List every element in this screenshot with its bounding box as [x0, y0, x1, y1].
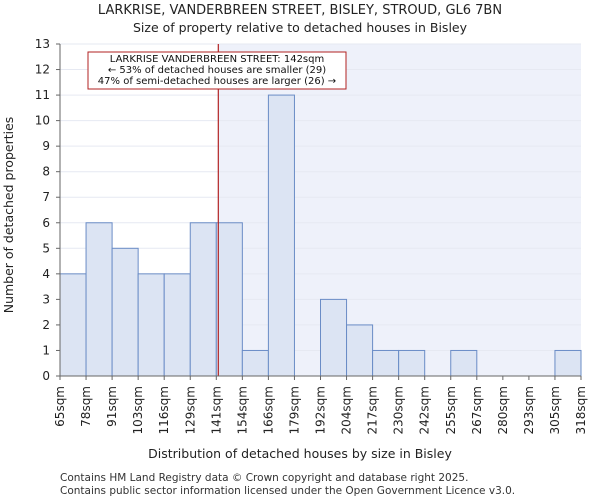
x-tick-label: 65sqm	[53, 386, 67, 427]
bar	[59, 273, 87, 377]
x-tick-label: 242sqm	[418, 386, 432, 434]
x-tick-label: 192sqm	[314, 386, 328, 434]
x-tick-label: 217sqm	[366, 386, 380, 434]
x-tick-label: 78sqm	[79, 386, 93, 427]
x-tick-label: 179sqm	[287, 386, 301, 434]
bar	[215, 222, 243, 377]
bar	[450, 349, 478, 377]
bar	[554, 349, 582, 377]
x-tick-label: 293sqm	[522, 386, 536, 434]
y-tick-label: 5	[42, 241, 50, 255]
y-tick-label: 0	[42, 369, 50, 383]
bar	[267, 94, 295, 377]
y-tick-label: 8	[42, 165, 50, 179]
y-tick-label: 9	[42, 139, 50, 153]
y-tick-label: 3	[42, 292, 50, 306]
annotation-line-1: LARKRISE VANDERBREEN STREET: 142sqm	[110, 54, 324, 65]
x-tick-label: 116sqm	[157, 386, 171, 434]
chart-subtitle: Size of property relative to detached ho…	[133, 20, 468, 35]
y-tick-label: 4	[42, 267, 50, 281]
bar	[346, 324, 374, 377]
x-tick-label: 204sqm	[340, 386, 354, 434]
annotation-line-2: ← 53% of detached houses are smaller (29…	[108, 65, 326, 76]
bar	[163, 273, 191, 377]
y-tick-label: 13	[35, 37, 50, 51]
x-tick-label: 129sqm	[183, 386, 197, 434]
y-axis-label: Number of detached properties	[1, 117, 16, 314]
footer-line-1: Contains HM Land Registry data © Crown c…	[60, 472, 468, 484]
annotation-box: LARKRISE VANDERBREEN STREET: 142sqm ← 53…	[87, 51, 347, 90]
y-tick-label: 1	[42, 343, 50, 357]
x-axis-label: Distribution of detached houses by size …	[148, 446, 452, 461]
footer-line-2: Contains public sector information licen…	[60, 485, 515, 497]
annotation-line-3: 47% of semi-detached houses are larger (…	[98, 76, 336, 87]
y-tick-label: 11	[35, 88, 50, 102]
annotation-frame	[87, 51, 347, 90]
y-tick-label: 10	[35, 114, 50, 128]
y-tick-label: 6	[42, 216, 50, 230]
y-tick-label: 12	[35, 63, 50, 77]
bar	[320, 298, 348, 377]
x-tick-label: 305sqm	[548, 386, 562, 434]
x-tick-label: 103sqm	[131, 386, 145, 434]
bars-group	[59, 94, 582, 377]
x-tick-label: 141sqm	[209, 386, 223, 434]
bar	[398, 349, 426, 377]
x-tick-label: 267sqm	[470, 386, 484, 434]
x-tick-label: 166sqm	[261, 386, 275, 434]
x-tick-label: 230sqm	[392, 386, 406, 434]
x-tick-label: 255sqm	[444, 386, 458, 434]
x-tick-label: 154sqm	[235, 386, 249, 434]
bar	[372, 349, 400, 377]
y-tick-label: 2	[42, 318, 50, 332]
x-tick-label: 280sqm	[496, 386, 510, 434]
chart-title: LARKRISE, VANDERBREEN STREET, BISLEY, ST…	[98, 3, 502, 18]
x-tick-label: 91sqm	[105, 386, 119, 427]
x-tick-label: 318sqm	[574, 386, 588, 434]
x-tick-labels: 65sqm 78sqm 91sqm 103sqm 116sqm 129sqm 141sqm 1…	[53, 376, 588, 434]
bar	[137, 273, 165, 377]
y-tick-label: 7	[42, 190, 50, 204]
bar	[111, 247, 139, 377]
bar	[241, 349, 269, 377]
bar	[189, 222, 217, 377]
bar	[85, 222, 113, 377]
